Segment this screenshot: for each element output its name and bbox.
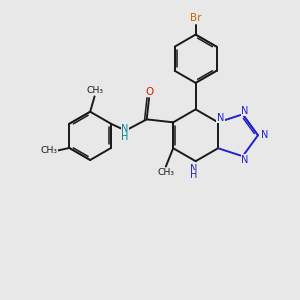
Text: Br: Br <box>190 14 201 23</box>
Text: CH₃: CH₃ <box>86 86 103 95</box>
Text: H: H <box>190 170 198 180</box>
Text: N: N <box>242 155 249 165</box>
Text: N: N <box>121 124 129 134</box>
Text: N: N <box>190 164 198 174</box>
Text: N: N <box>242 106 249 116</box>
Text: N: N <box>217 113 224 123</box>
Text: CH₃: CH₃ <box>157 169 174 178</box>
Text: H: H <box>121 132 129 142</box>
Text: N: N <box>261 130 268 140</box>
Text: CH₃: CH₃ <box>40 146 57 155</box>
Text: O: O <box>146 87 154 97</box>
